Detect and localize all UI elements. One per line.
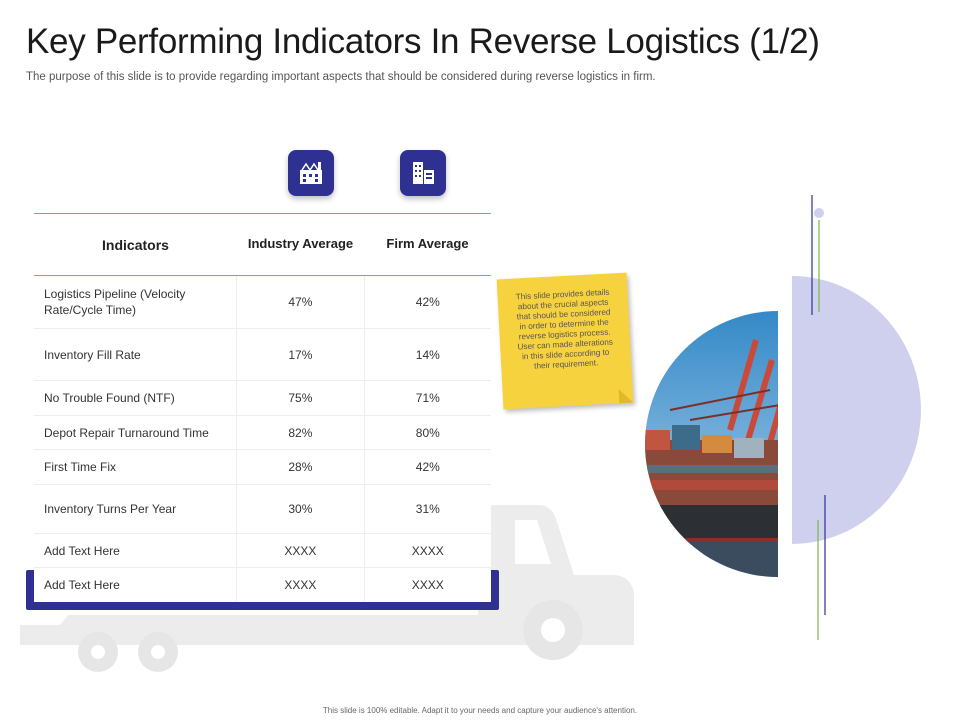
indicator-cell: No Trouble Found (NTF) xyxy=(44,391,175,405)
indicator-cell: First Time Fix xyxy=(44,460,116,474)
firm-cell: 42% xyxy=(363,276,491,328)
industry-cell: XXXX xyxy=(236,568,363,602)
page-title: Key Performing Indicators In Reverse Log… xyxy=(26,22,820,61)
kpi-table: Indicators Industry Average Firm Average… xyxy=(34,213,491,602)
industry-cell: 82% xyxy=(236,416,363,449)
header-firm-average: Firm Average xyxy=(386,236,469,251)
page-subtitle: The purpose of this slide is to provide … xyxy=(26,71,656,83)
table-row: Logistics Pipeline (Velocity Rate/Cycle … xyxy=(34,276,491,329)
port-image-decoration xyxy=(645,195,921,640)
header-indicators: Indicators xyxy=(102,236,169,253)
firm-cell: XXXX xyxy=(363,568,491,602)
table-row: Depot Repair Turnaround Time 82% 80% xyxy=(34,416,491,450)
firm-cell: XXXX xyxy=(363,534,491,567)
industry-cell: 30% xyxy=(236,485,363,533)
deco-dot xyxy=(814,208,824,218)
factory-icon xyxy=(288,150,334,196)
industry-cell: 28% xyxy=(236,450,363,484)
table-row: Add Text Here XXXX XXXX xyxy=(34,534,491,568)
firm-cell: 42% xyxy=(363,450,491,484)
office-building-icon xyxy=(400,150,446,196)
indicator-cell: Inventory Fill Rate xyxy=(44,347,141,362)
header-industry-average: Industry Average xyxy=(247,236,354,251)
footer-text: This slide is 100% editable. Adapt it to… xyxy=(322,706,638,715)
indicator-cell: Depot Repair Turnaround Time xyxy=(44,425,209,440)
firm-cell: 71% xyxy=(363,381,491,415)
table-row: Inventory Fill Rate 17% 14% xyxy=(34,329,491,381)
lavender-half-circle xyxy=(792,276,921,544)
indicator-cell: Logistics Pipeline (Velocity Rate/Cycle … xyxy=(44,287,186,317)
port-photo xyxy=(645,311,778,577)
sticky-note: This slide provides details about the cr… xyxy=(496,272,634,410)
indicator-cell: Add Text Here xyxy=(44,578,120,592)
firm-cell: 14% xyxy=(363,329,491,380)
table-row: Add Text Here XXXX XXXX xyxy=(34,568,491,602)
industry-cell: 47% xyxy=(236,276,363,328)
indicator-cell: Add Text Here xyxy=(44,543,120,558)
table-header: Indicators Industry Average Firm Average xyxy=(34,213,491,276)
table-row: Inventory Turns Per Year 30% 31% xyxy=(34,485,491,534)
firm-cell: 31% xyxy=(363,485,491,533)
firm-cell: 80% xyxy=(363,416,491,449)
indicator-cell: Inventory Turns Per Year xyxy=(44,502,177,516)
table-row: No Trouble Found (NTF) 75% 71% xyxy=(34,381,491,416)
industry-cell: 17% xyxy=(236,329,363,380)
industry-cell: XXXX xyxy=(236,534,363,567)
sticky-note-text: This slide provides details about the cr… xyxy=(515,287,614,371)
table-row: First Time Fix 28% 42% xyxy=(34,450,491,485)
industry-cell: 75% xyxy=(236,381,363,415)
